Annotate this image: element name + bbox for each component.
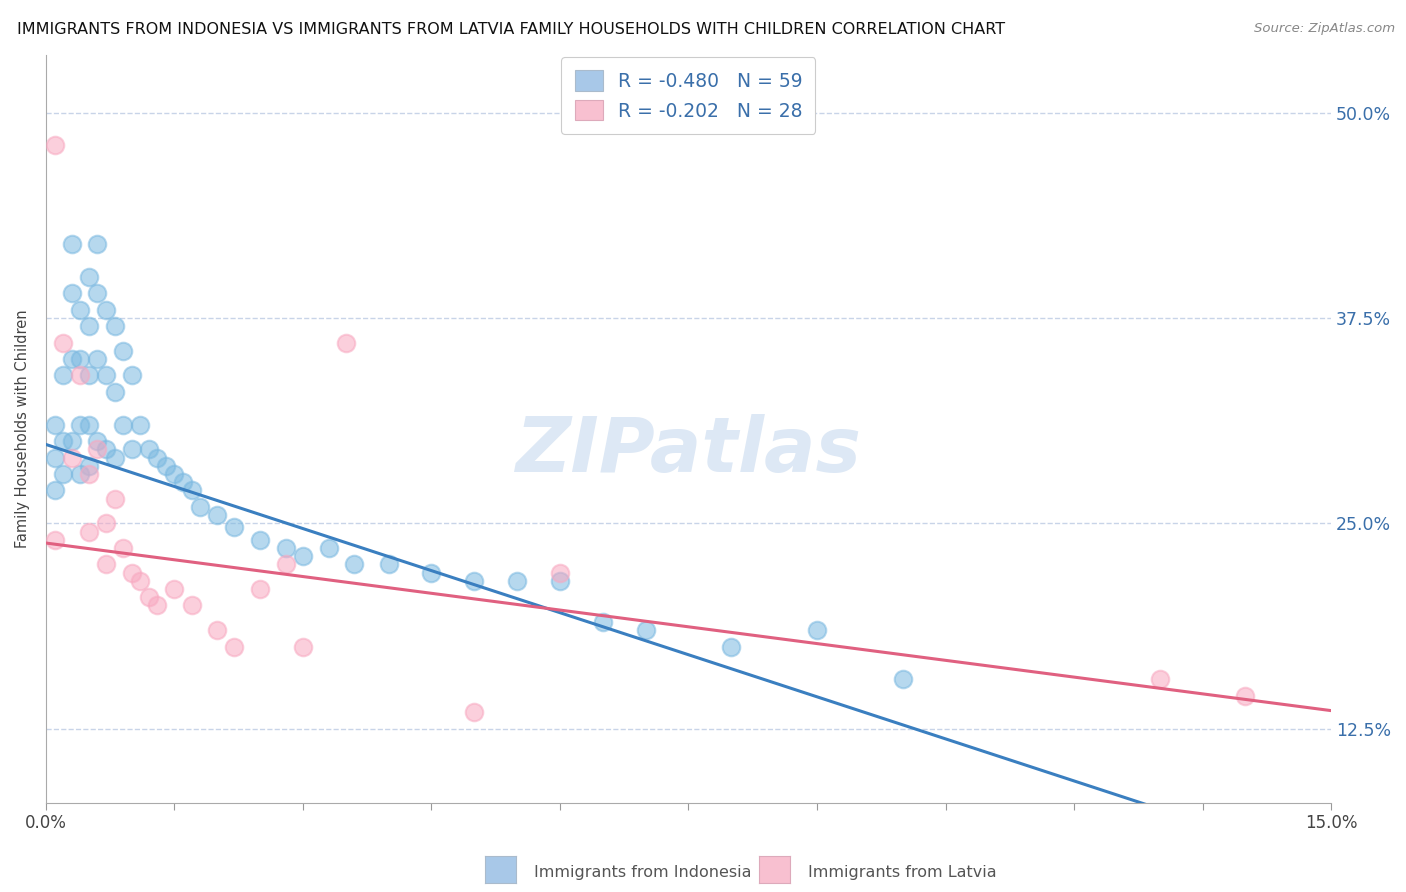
Point xyxy=(60,434,83,449)
Point xyxy=(69,417,91,432)
Point xyxy=(634,623,657,637)
Point xyxy=(163,467,186,481)
Y-axis label: Family Households with Children: Family Households with Children xyxy=(15,310,30,549)
Point xyxy=(343,558,366,572)
Point xyxy=(69,467,91,481)
Text: Immigrants from Indonesia: Immigrants from Indonesia xyxy=(534,865,752,880)
Point xyxy=(172,475,194,490)
Point xyxy=(44,138,66,153)
Point xyxy=(52,335,75,350)
Point xyxy=(180,483,202,498)
Point xyxy=(318,541,340,555)
Point xyxy=(249,533,271,547)
Point xyxy=(335,335,357,350)
Point xyxy=(86,237,108,252)
Point xyxy=(60,237,83,252)
Point xyxy=(121,566,143,580)
Point xyxy=(138,591,160,605)
Point xyxy=(60,450,83,465)
Point xyxy=(180,599,202,613)
Point xyxy=(249,582,271,596)
Point xyxy=(1234,689,1257,703)
Point xyxy=(291,549,314,564)
Point xyxy=(463,705,485,719)
Point xyxy=(112,541,135,555)
Point xyxy=(146,599,169,613)
Point xyxy=(77,417,100,432)
Point xyxy=(77,269,100,284)
Point xyxy=(274,541,297,555)
Point xyxy=(592,615,614,629)
Point xyxy=(44,533,66,547)
Legend: R = -0.480   N = 59, R = -0.202   N = 28: R = -0.480 N = 59, R = -0.202 N = 28 xyxy=(561,57,815,134)
Point xyxy=(103,384,125,399)
Point xyxy=(112,343,135,358)
Point xyxy=(207,508,229,522)
Point xyxy=(94,368,117,383)
Point xyxy=(86,442,108,457)
Point xyxy=(69,368,91,383)
Point xyxy=(103,450,125,465)
Point xyxy=(94,516,117,531)
Point xyxy=(420,566,443,580)
Point xyxy=(60,286,83,301)
Point xyxy=(548,566,571,580)
Point xyxy=(103,319,125,334)
Point xyxy=(720,640,742,654)
Point xyxy=(69,302,91,317)
Point xyxy=(891,673,914,687)
Point xyxy=(86,352,108,367)
Point xyxy=(1149,673,1171,687)
Point xyxy=(291,640,314,654)
Point xyxy=(77,524,100,539)
Point xyxy=(77,368,100,383)
Point xyxy=(155,458,177,473)
Point xyxy=(86,434,108,449)
Point xyxy=(1149,812,1171,826)
Point xyxy=(52,368,75,383)
Point xyxy=(112,417,135,432)
Point xyxy=(224,640,246,654)
Point xyxy=(103,491,125,506)
Point xyxy=(44,483,66,498)
Point xyxy=(86,286,108,301)
Point xyxy=(806,623,828,637)
Point xyxy=(146,450,169,465)
Point xyxy=(44,450,66,465)
Text: IMMIGRANTS FROM INDONESIA VS IMMIGRANTS FROM LATVIA FAMILY HOUSEHOLDS WITH CHILD: IMMIGRANTS FROM INDONESIA VS IMMIGRANTS … xyxy=(17,22,1005,37)
Point xyxy=(129,417,152,432)
Point xyxy=(52,467,75,481)
Point xyxy=(207,623,229,637)
Point xyxy=(77,467,100,481)
Point xyxy=(121,368,143,383)
Point xyxy=(163,582,186,596)
Point xyxy=(121,442,143,457)
Point xyxy=(138,442,160,457)
Point xyxy=(506,574,529,588)
Point xyxy=(52,434,75,449)
Point xyxy=(77,319,100,334)
Text: Immigrants from Latvia: Immigrants from Latvia xyxy=(808,865,997,880)
Point xyxy=(274,558,297,572)
Text: ZIPatlas: ZIPatlas xyxy=(516,414,862,488)
Point xyxy=(69,352,91,367)
Point xyxy=(60,352,83,367)
Point xyxy=(377,558,399,572)
Point xyxy=(548,574,571,588)
Point xyxy=(129,574,152,588)
Point xyxy=(94,558,117,572)
Point xyxy=(44,417,66,432)
Point xyxy=(94,302,117,317)
Point xyxy=(188,500,211,514)
Point xyxy=(463,574,485,588)
Point xyxy=(224,519,246,533)
Point xyxy=(77,458,100,473)
Text: Source: ZipAtlas.com: Source: ZipAtlas.com xyxy=(1254,22,1395,36)
Point xyxy=(94,442,117,457)
